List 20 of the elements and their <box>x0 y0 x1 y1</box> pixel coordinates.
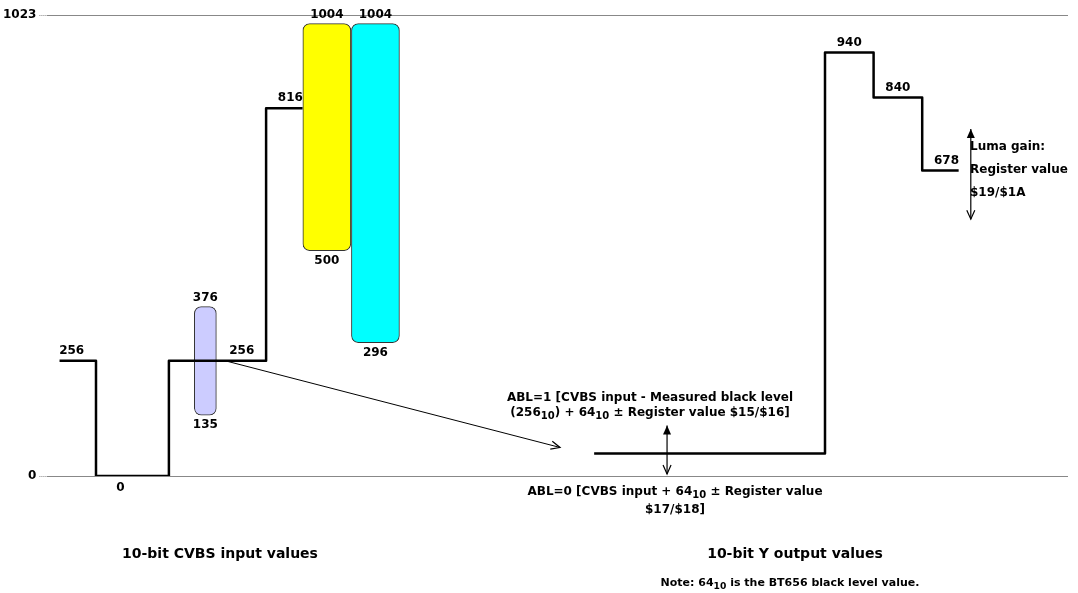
annotation: 296 <box>362 344 388 359</box>
data-label: 840 <box>885 79 911 94</box>
text: 10-bit CVBS input values <box>121 545 319 561</box>
text: 10-bit Y output values <box>706 545 884 561</box>
data-label: 0 <box>116 480 125 495</box>
data-label: 256 <box>229 342 255 357</box>
y-tick-label: 1023 <box>2 7 37 22</box>
data-label: 816 <box>277 90 303 105</box>
data-label: 256 <box>59 342 85 357</box>
annotation: Luma gain: Register value $19/$1A <box>970 138 1069 201</box>
data-label: 1004 <box>358 6 393 21</box>
data-label: 940 <box>836 34 862 49</box>
text: ABL=0 [CVBS input + 64$_{10}$ ± Register value $17/$18] <box>526 484 824 518</box>
annotation: 500 <box>314 252 340 267</box>
data-label: 376 <box>192 289 218 304</box>
data-label: 1004 <box>310 6 344 21</box>
text: Note: 64$_{10}$ is the BT656 black level value. <box>659 575 921 593</box>
annotation: 135 <box>192 417 218 432</box>
annotation: ABL=1 [CVBS input - Measured black level (256$_{10}$) + 64$_{10}$ ± Register value $15/$16] <box>505 390 795 424</box>
data-label: 678 <box>933 152 960 167</box>
